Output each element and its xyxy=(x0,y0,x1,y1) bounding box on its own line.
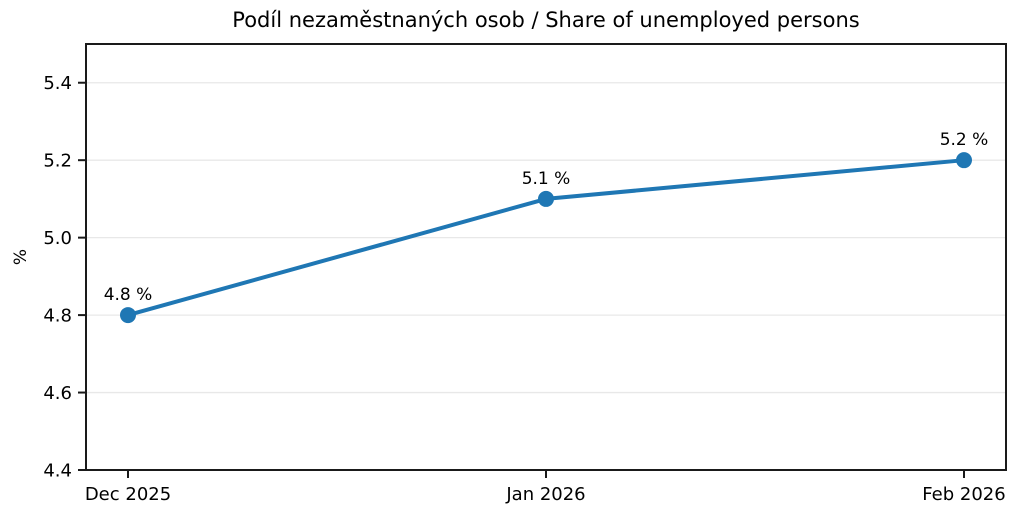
x-tick-label: Feb 2026 xyxy=(922,484,1005,505)
data-point-label: 5.1 % xyxy=(522,169,571,189)
data-point-label: 5.2 % xyxy=(940,130,989,150)
x-tick-label: Dec 2025 xyxy=(85,484,171,505)
y-tick-label: 5.0 xyxy=(43,228,72,249)
y-tick-label: 4.8 xyxy=(43,305,72,326)
y-tick-label: 4.6 xyxy=(43,383,72,404)
data-point xyxy=(538,190,554,207)
y-tick-label: 4.4 xyxy=(43,460,72,481)
x-tick-label: Jan 2026 xyxy=(505,484,585,505)
y-tick-label: 5.2 xyxy=(43,150,72,171)
data-point xyxy=(956,152,972,169)
data-point-label: 4.8 % xyxy=(104,285,153,305)
data-point xyxy=(120,307,136,324)
chart-title: Podíl nezaměstnaných osob / Share of une… xyxy=(232,8,860,32)
plot-frame xyxy=(85,43,1007,471)
y-tick-label: 5.4 xyxy=(43,73,72,94)
